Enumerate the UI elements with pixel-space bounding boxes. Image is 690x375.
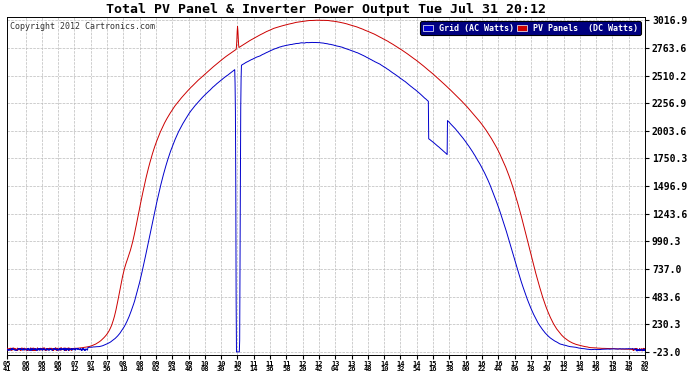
Title: Total PV Panel & Inverter Power Output Tue Jul 31 20:12: Total PV Panel & Inverter Power Output T… [106,3,546,16]
Legend: Grid (AC Watts), PV Panels  (DC Watts): Grid (AC Watts), PV Panels (DC Watts) [420,21,641,35]
Text: Copyright 2012 Cartronics.com: Copyright 2012 Cartronics.com [10,22,155,31]
